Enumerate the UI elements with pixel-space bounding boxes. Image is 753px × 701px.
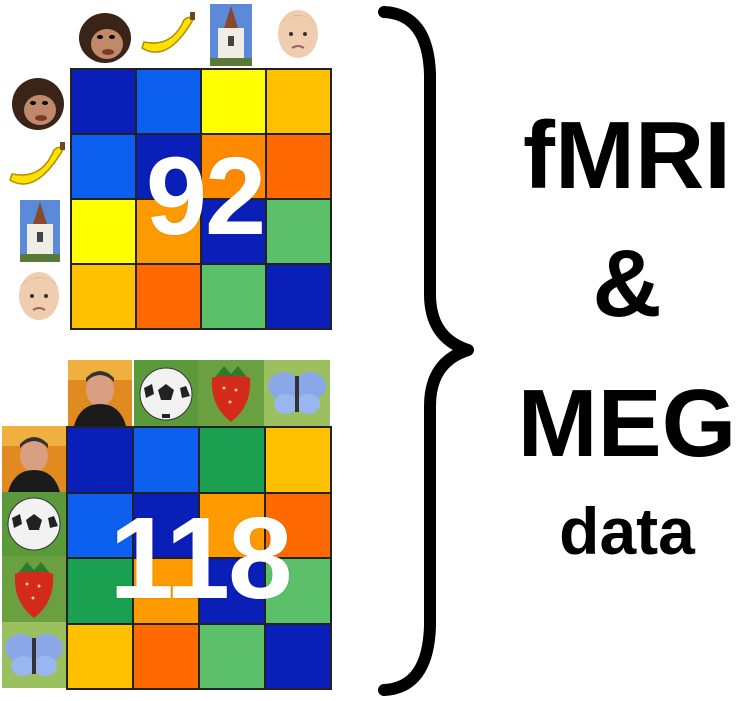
rdm-cell (201, 264, 266, 329)
butterfly-icon (264, 360, 330, 426)
rdm-cell (67, 427, 133, 493)
rdm-cell (199, 492, 265, 558)
rdm-cell (67, 623, 133, 689)
bottom-rdm-grid (66, 426, 332, 690)
rdm-cell (67, 492, 133, 558)
rdm-cell (266, 199, 331, 264)
soccer-ball-icon (2, 492, 66, 556)
rdm-cell (265, 558, 331, 624)
side-label-ampersand: & (592, 230, 662, 337)
rdm-cell (201, 134, 266, 199)
monkey-face-icon (8, 72, 68, 134)
church-icon (210, 4, 252, 66)
rdm-cell (71, 264, 136, 329)
strawberry-icon (2, 556, 66, 622)
child-face-icon (14, 266, 64, 328)
rdm-cell (201, 199, 266, 264)
banana-icon (6, 138, 70, 196)
soccer-ball-icon (134, 360, 198, 426)
rdm-cell (133, 492, 199, 558)
rdm-cell (136, 134, 201, 199)
rdm-cell (199, 558, 265, 624)
banana-icon (138, 8, 200, 64)
rdm-cell (199, 623, 265, 689)
rdm-cell (136, 199, 201, 264)
rdm-cell (266, 134, 331, 199)
rdm-cell (265, 623, 331, 689)
rdm-cell (67, 558, 133, 624)
church-icon (20, 200, 60, 262)
man-face-icon (2, 426, 66, 492)
butterfly-icon (2, 622, 66, 688)
rdm-cell (199, 427, 265, 493)
rdm-cell (71, 69, 136, 134)
rdm-cell (266, 264, 331, 329)
rdm-cell (133, 623, 199, 689)
side-label-data: data (559, 494, 695, 568)
rdm-cell (265, 427, 331, 493)
man-face-icon (68, 360, 132, 426)
rdm-cell (133, 427, 199, 493)
rdm-cell (266, 69, 331, 134)
strawberry-icon (198, 360, 264, 426)
monkey-face-icon (76, 4, 134, 66)
rdm-cell (136, 69, 201, 134)
curly-brace-icon (378, 4, 478, 698)
rdm-cell (133, 558, 199, 624)
rdm-cell (136, 264, 201, 329)
rdm-cell (71, 134, 136, 199)
rdm-cell (201, 69, 266, 134)
side-label-fmri: fMRI (523, 102, 731, 209)
top-rdm-grid (70, 68, 332, 330)
side-label-meg: MEG (517, 370, 737, 477)
rdm-cell (71, 199, 136, 264)
child-face-icon (272, 4, 324, 66)
rdm-cell (265, 492, 331, 558)
